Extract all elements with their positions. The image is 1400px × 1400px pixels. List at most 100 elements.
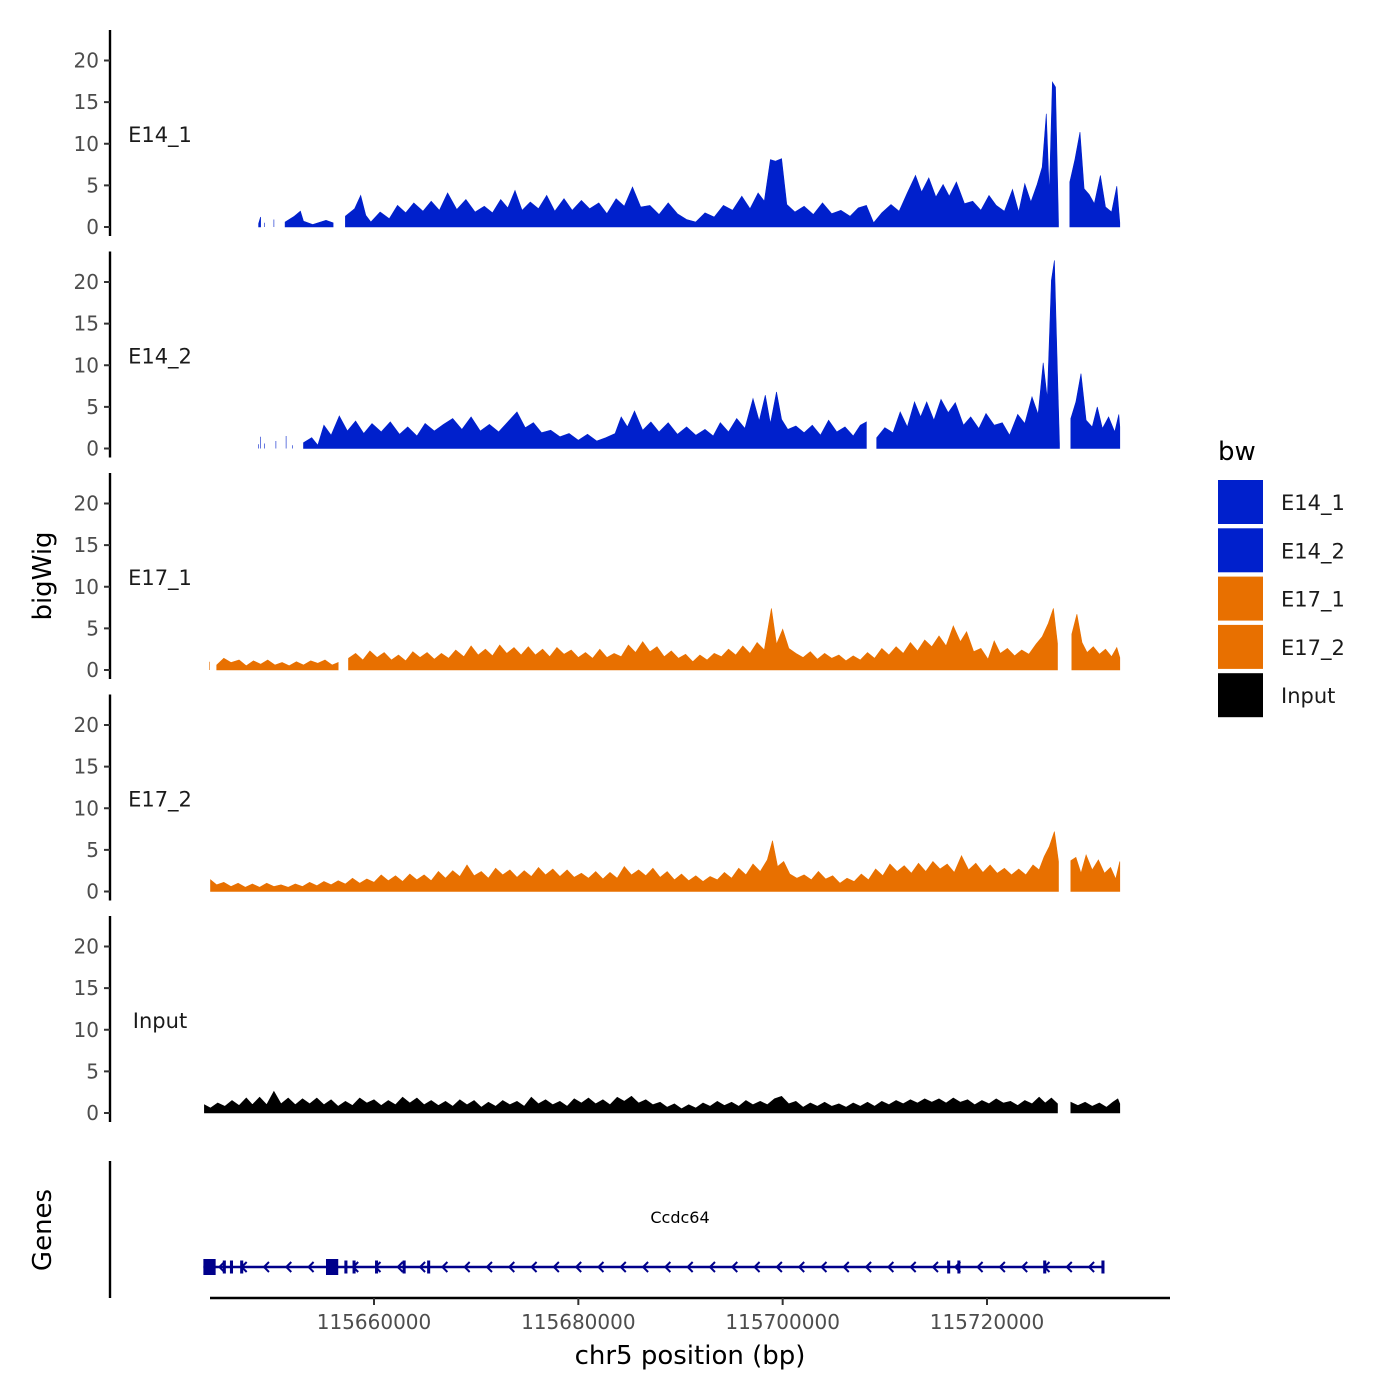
strand-arrow [1020, 1261, 1028, 1273]
track-e17-2: 0 5 10 15 20 E17_2 [74, 694, 1121, 904]
y-tick-label: 10 [74, 575, 99, 599]
y-tick-label: 20 [74, 713, 99, 737]
exon [1043, 1260, 1047, 1274]
strand-arrow [931, 1261, 939, 1273]
y-tick-label: 5 [86, 173, 99, 197]
exon [375, 1260, 379, 1274]
exon [229, 1260, 234, 1274]
exon [344, 1260, 348, 1274]
signal-area [216, 657, 339, 671]
exon [427, 1260, 431, 1274]
y-tick-label: 5 [86, 1059, 99, 1083]
signal-area [1071, 614, 1121, 671]
track-label: E17_2 [128, 788, 192, 813]
strand-arrow [998, 1261, 1006, 1273]
y-tick-label: 0 [86, 880, 99, 904]
strand-arrow [1087, 1261, 1095, 1273]
strand-arrow [284, 1261, 292, 1273]
x-axis: 115660000 115680000 115700000 115720000 [210, 1296, 1170, 1334]
strand-arrow [775, 1261, 783, 1273]
exon [325, 1259, 339, 1275]
signal-area [204, 1090, 1058, 1114]
signal-area [258, 216, 261, 228]
gene-track: Ccdc64 [108, 1161, 1105, 1298]
y-tick-label: 20 [74, 492, 99, 516]
exon [402, 1260, 406, 1274]
x-tick-label: 115680000 [521, 1310, 636, 1334]
strand-arrow [663, 1261, 672, 1273]
strand-arrow [708, 1261, 716, 1273]
y-tick-label: 5 [86, 616, 99, 640]
y-tick-label: 0 [86, 437, 99, 461]
strand-arrow [730, 1261, 738, 1273]
x-tick-label: 115700000 [725, 1310, 840, 1334]
signal-area [1070, 1098, 1121, 1114]
strand-arrow [641, 1261, 649, 1273]
legend-swatch [1218, 673, 1263, 718]
genes-axis-title: Genes [28, 1189, 58, 1271]
strand-arrow [864, 1261, 872, 1273]
legend-title: bw [1218, 437, 1256, 467]
exon [947, 1260, 951, 1274]
strand-arrow [797, 1261, 805, 1273]
x-tick-label: 115660000 [317, 1310, 432, 1334]
signal-area [210, 831, 1059, 892]
strand-arrow [1065, 1261, 1073, 1273]
track-e14-1: 0 5 10 15 20 E14_1 [74, 30, 1121, 239]
track-e14-2: 0 5 10 15 20 E14_2 [74, 251, 1121, 461]
strand-arrow [440, 1261, 449, 1273]
track-label: Input [133, 1009, 187, 1033]
y-tick-label: 0 [86, 1101, 99, 1125]
y-tick-label: 5 [86, 838, 99, 862]
y-tick-label: 20 [74, 935, 99, 959]
strand-arrow [886, 1261, 895, 1273]
gene-label: Ccdc64 [650, 1208, 709, 1227]
y-tick-label: 15 [74, 976, 99, 1000]
strand-arrow [463, 1261, 471, 1273]
legend-label: E17_2 [1281, 636, 1345, 661]
strand-arrow [842, 1261, 850, 1273]
exon [203, 1259, 216, 1275]
strand-arrow [418, 1261, 426, 1273]
legend: bw E14_1 E14_2 E17_1 E17_2 Input [1218, 437, 1345, 718]
legend-label: E14_2 [1281, 539, 1345, 564]
y-tick-label: 20 [74, 49, 99, 73]
y-tick-label: 5 [86, 395, 99, 419]
strand-arrow [820, 1261, 828, 1273]
track-input: 0 5 10 15 20 Input [74, 916, 1121, 1125]
exon [1101, 1260, 1105, 1274]
signal-area [1070, 373, 1121, 449]
strand-arrow [485, 1261, 493, 1273]
y-tick-label: 15 [74, 533, 99, 557]
y-tick-label: 10 [74, 132, 99, 156]
strand-arrow [217, 1261, 226, 1273]
legend-swatch [1218, 576, 1263, 621]
y-tick-label: 10 [74, 353, 99, 377]
strand-arrow [396, 1261, 404, 1273]
signal-area [284, 210, 334, 228]
y-tick-label: 0 [86, 215, 99, 239]
strand-arrow [619, 1261, 627, 1273]
legend-label: E14_1 [1281, 491, 1345, 516]
y-tick-label: 10 [74, 1018, 99, 1042]
strand-arrow [686, 1261, 694, 1273]
signal-area [303, 391, 867, 449]
signal-area [1069, 132, 1121, 228]
strand-arrow [909, 1261, 917, 1273]
strand-arrow [574, 1261, 582, 1273]
y-tick-label: 15 [74, 755, 99, 779]
exon [222, 1260, 226, 1274]
y-tick-label: 15 [74, 90, 99, 114]
y-tick-label: 10 [74, 796, 99, 820]
signal-area [348, 608, 1058, 671]
exon [352, 1260, 356, 1274]
signal-area [876, 260, 1060, 449]
legend-swatch [1218, 528, 1263, 573]
track-label: E17_1 [128, 566, 192, 591]
legend-label: Input [1281, 684, 1335, 708]
strand-arrow [530, 1261, 538, 1273]
track-label: E14_1 [128, 123, 192, 148]
y-tick-label: 20 [74, 270, 99, 294]
y-tick-label: 15 [74, 312, 99, 336]
